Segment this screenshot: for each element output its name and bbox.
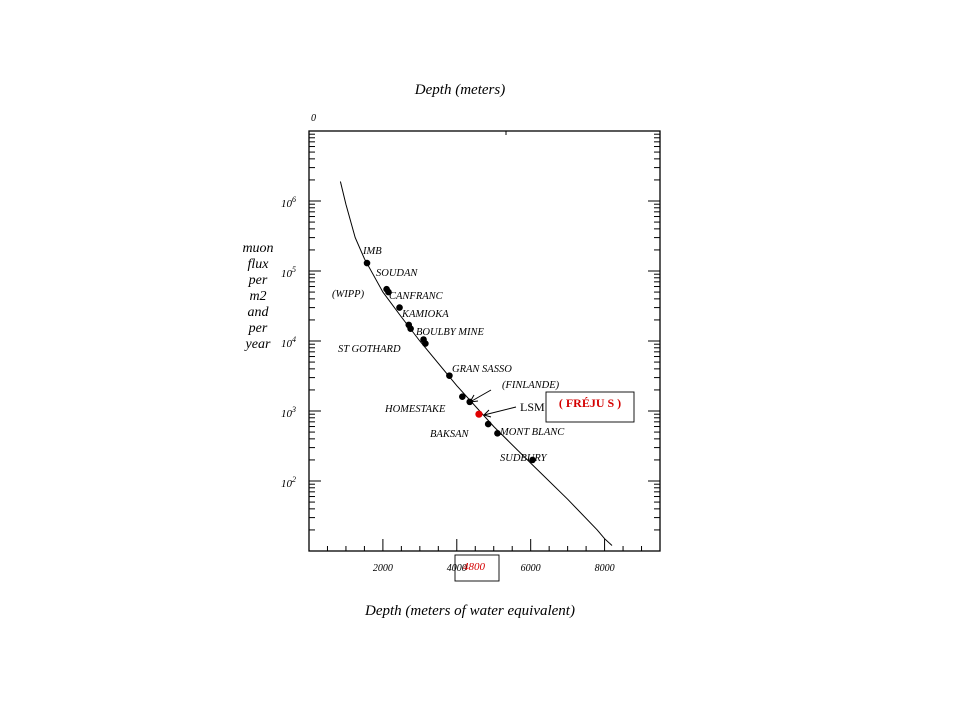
plot-frame bbox=[308, 130, 661, 552]
point-label-gran-sasso: GRAN SASSO bbox=[452, 364, 512, 375]
bottom-tick-label: 6000 bbox=[521, 563, 541, 574]
point-label-sudbury: SUDBURY bbox=[500, 453, 548, 464]
data-point-baksan bbox=[484, 420, 492, 428]
bottom-tick-label: 4000 bbox=[447, 563, 467, 574]
arrow-lsm bbox=[483, 406, 517, 416]
top-tick-label: 0 bbox=[311, 113, 316, 124]
tick-marks bbox=[309, 131, 660, 552]
y-label-line: m2 bbox=[249, 289, 266, 304]
data-point-homestake bbox=[459, 393, 466, 401]
point-label-wipp: (WIPP) bbox=[332, 289, 365, 300]
point-label-homestake: HOMESTAKE bbox=[384, 404, 446, 415]
tick-labels: 2000400060008000010002000300010210310410… bbox=[281, 113, 615, 574]
y-tick-label: 105 bbox=[281, 265, 296, 280]
y-tick-label: 106 bbox=[281, 195, 296, 210]
top-axis-label: Depth (meters) bbox=[414, 82, 505, 98]
point-label-baksan: BAKSAN bbox=[430, 429, 469, 440]
flux-curve bbox=[339, 181, 613, 546]
data-point-canfranc bbox=[396, 304, 403, 311]
arrowhead-finlande bbox=[469, 394, 479, 403]
depth-marker-label: 4800 bbox=[463, 561, 486, 573]
frejus-label: ( FRÉJU S ) bbox=[559, 396, 621, 410]
lsm-label: LSM bbox=[520, 400, 545, 414]
data-point-st-gothard bbox=[422, 340, 429, 347]
point-label-finlande: (FINLANDE) bbox=[502, 380, 560, 391]
data-point-unlabeled bbox=[407, 325, 414, 332]
data-point-mont-blanc bbox=[494, 430, 501, 437]
y-label-line: year bbox=[244, 337, 271, 352]
point-label-mont-blanc: MONT BLANC bbox=[499, 427, 565, 438]
y-label-line: muon bbox=[242, 241, 273, 256]
arrow-finlande bbox=[469, 389, 492, 403]
y-label-line: and bbox=[248, 305, 270, 320]
y-label-line: flux bbox=[248, 257, 270, 272]
data-point-gran-sasso bbox=[446, 372, 453, 379]
y-label-line: per bbox=[248, 273, 268, 288]
data-point-lsm bbox=[475, 410, 483, 418]
y-label-line: per bbox=[248, 321, 268, 336]
point-label-canfranc: CANFRANC bbox=[389, 291, 444, 302]
y-tick-label: 102 bbox=[281, 475, 296, 490]
point-label-st-gothard: ST GOTHARD bbox=[338, 344, 401, 355]
bottom-tick-label: 8000 bbox=[595, 563, 615, 574]
point-labels: IMB SOUDAN (WIPP) CANFRANC KAMIOKA BOULBY MIN… bbox=[332, 246, 565, 464]
y-tick-label: 104 bbox=[281, 335, 296, 350]
point-label-soudan: SOUDAN bbox=[376, 268, 418, 279]
depth-marker-box bbox=[454, 554, 500, 582]
data-point-sudbury bbox=[529, 456, 536, 464]
arrows bbox=[469, 389, 517, 418]
arrowhead-lsm bbox=[483, 409, 492, 418]
frejus-box bbox=[545, 391, 635, 423]
y-tick-label: 103 bbox=[281, 405, 296, 420]
data-point-wipp bbox=[385, 288, 392, 296]
bottom-axis-label: Depth (meters of water equivalent) bbox=[364, 603, 575, 619]
point-label-kamioka: KAMIOKA bbox=[401, 309, 449, 320]
bottom-tick-label: 2000 bbox=[373, 563, 393, 574]
data-points bbox=[363, 259, 536, 464]
point-label-boulby-mine: BOULBY MINE bbox=[416, 327, 485, 338]
point-label-imb: IMB bbox=[362, 246, 382, 257]
data-point-imb bbox=[363, 259, 371, 267]
